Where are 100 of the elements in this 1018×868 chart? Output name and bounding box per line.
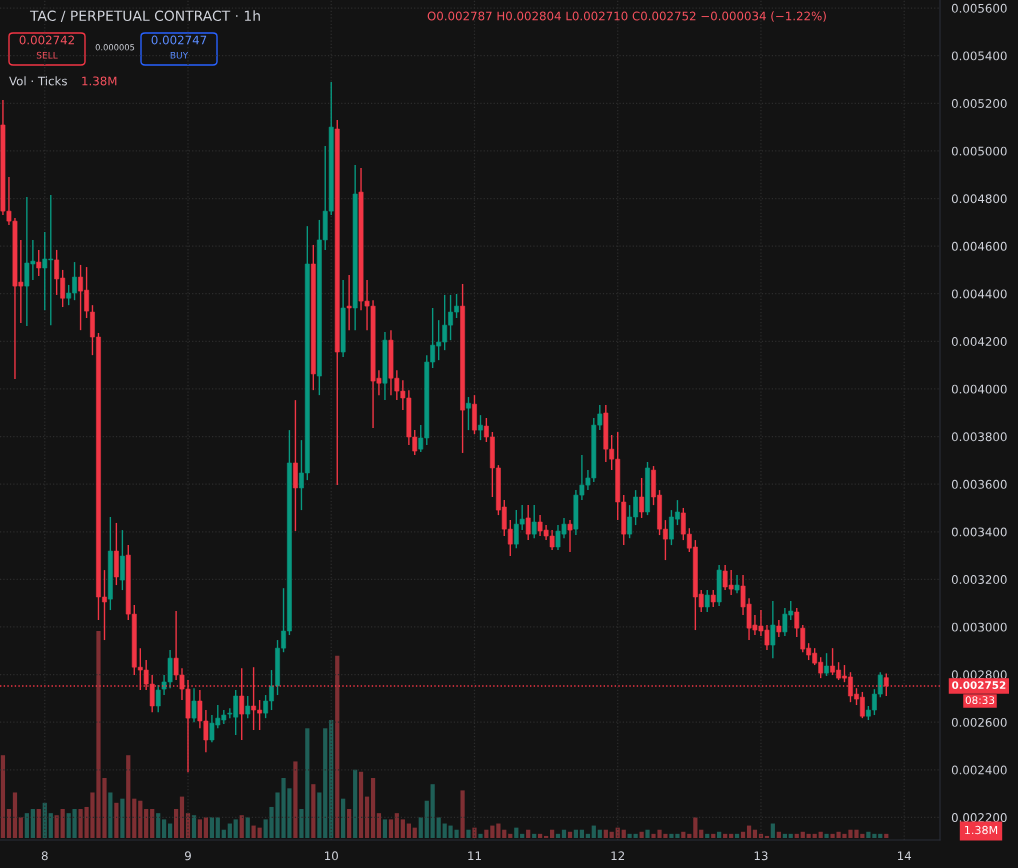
bar bbox=[221, 829, 226, 838]
candlestick bbox=[245, 695, 251, 719]
bar bbox=[490, 825, 495, 838]
bar bbox=[24, 813, 29, 838]
y-tick-label: 0.005000 bbox=[951, 146, 1007, 156]
bar bbox=[138, 800, 143, 838]
bar bbox=[597, 829, 602, 838]
bar bbox=[12, 792, 18, 838]
text: 1.38M bbox=[965, 825, 998, 835]
bar bbox=[179, 796, 185, 838]
bar bbox=[54, 815, 59, 838]
bar bbox=[167, 823, 173, 838]
y-tick-label: 0.002800 bbox=[951, 670, 1007, 680]
bar bbox=[353, 769, 358, 838]
y-tick-label: 0.005200 bbox=[951, 99, 1007, 108]
bar bbox=[561, 829, 567, 838]
bar bbox=[341, 798, 346, 838]
y-tick-label: 0.002400 bbox=[951, 765, 1007, 775]
x-tick-label: 8 bbox=[41, 851, 48, 861]
text: 08:33 bbox=[965, 696, 995, 705]
bar bbox=[800, 831, 805, 838]
y-tick-label: 0.004200 bbox=[951, 337, 1007, 346]
bar bbox=[776, 831, 781, 838]
bar bbox=[627, 833, 632, 838]
y-tick-label: 0.003600 bbox=[951, 479, 1007, 489]
bar bbox=[114, 802, 119, 838]
bar bbox=[120, 798, 125, 838]
bar bbox=[245, 817, 250, 838]
x-tick-label: 12 bbox=[611, 851, 625, 861]
bar bbox=[591, 825, 596, 838]
candlestick bbox=[525, 504, 531, 541]
bar bbox=[400, 819, 405, 838]
y-tick-label: 0.004600 bbox=[951, 241, 1007, 251]
text: TAC / PERPETUAL CONTRACT · 1h bbox=[29, 10, 260, 23]
bar bbox=[364, 796, 370, 838]
candlestick bbox=[191, 687, 197, 723]
y-tick-label: 0.005400 bbox=[951, 51, 1007, 61]
bar bbox=[430, 784, 435, 838]
bar bbox=[150, 809, 155, 838]
bar bbox=[251, 825, 256, 838]
x-tick-label: 10 bbox=[325, 851, 338, 861]
bar bbox=[48, 813, 53, 838]
bar bbox=[36, 809, 41, 838]
bar bbox=[573, 829, 578, 838]
candlestick bbox=[478, 414, 483, 441]
annotation: 0.000005 bbox=[95, 44, 135, 51]
bar bbox=[567, 831, 573, 838]
bar bbox=[579, 829, 585, 838]
bar bbox=[550, 829, 555, 838]
bar bbox=[60, 809, 65, 838]
bar bbox=[215, 817, 220, 838]
bar bbox=[526, 829, 531, 838]
y-tick-label: 0.002600 bbox=[951, 717, 1007, 727]
bar bbox=[161, 819, 167, 838]
bar bbox=[18, 817, 23, 838]
bar bbox=[770, 823, 775, 838]
bar bbox=[472, 827, 477, 838]
candlestick bbox=[36, 249, 42, 277]
bar bbox=[866, 831, 871, 838]
bar bbox=[6, 809, 12, 838]
bar bbox=[681, 831, 686, 838]
candlestick bbox=[734, 574, 740, 594]
bar bbox=[358, 771, 364, 838]
bar bbox=[478, 833, 483, 838]
bar bbox=[621, 829, 626, 838]
y-tick-label: 0.003800 bbox=[951, 432, 1007, 442]
y-tick-label: 0.002200 bbox=[951, 813, 1007, 823]
bar bbox=[746, 825, 752, 838]
annotation: BUY bbox=[170, 51, 189, 59]
bar bbox=[191, 815, 197, 838]
candlestick bbox=[531, 504, 537, 539]
bar bbox=[144, 809, 149, 838]
bar bbox=[132, 798, 137, 838]
bar bbox=[376, 813, 382, 838]
bar bbox=[740, 831, 746, 838]
bar bbox=[30, 809, 35, 838]
bar bbox=[514, 827, 519, 838]
annotation: 1.38M bbox=[82, 76, 117, 86]
bar bbox=[108, 792, 113, 838]
bar bbox=[126, 755, 131, 838]
y-tick-label: 0.003400 bbox=[951, 527, 1007, 537]
bar bbox=[197, 819, 202, 838]
bar bbox=[382, 819, 388, 838]
bar bbox=[418, 817, 423, 838]
bar bbox=[603, 829, 608, 838]
y-tick-label: 0.004800 bbox=[951, 194, 1007, 204]
bar bbox=[484, 829, 489, 838]
bar bbox=[639, 831, 644, 838]
annotation: Vol · Ticks bbox=[9, 76, 67, 86]
candlestick bbox=[466, 396, 471, 431]
bar bbox=[412, 827, 417, 838]
y-tick-label: 0.004400 bbox=[951, 289, 1007, 299]
bar bbox=[257, 827, 262, 838]
bar bbox=[156, 813, 161, 838]
bar bbox=[818, 831, 823, 838]
bar bbox=[370, 777, 376, 838]
bar bbox=[460, 790, 465, 838]
bar bbox=[0, 755, 6, 838]
bar bbox=[699, 829, 704, 838]
candlestick bbox=[704, 589, 710, 613]
